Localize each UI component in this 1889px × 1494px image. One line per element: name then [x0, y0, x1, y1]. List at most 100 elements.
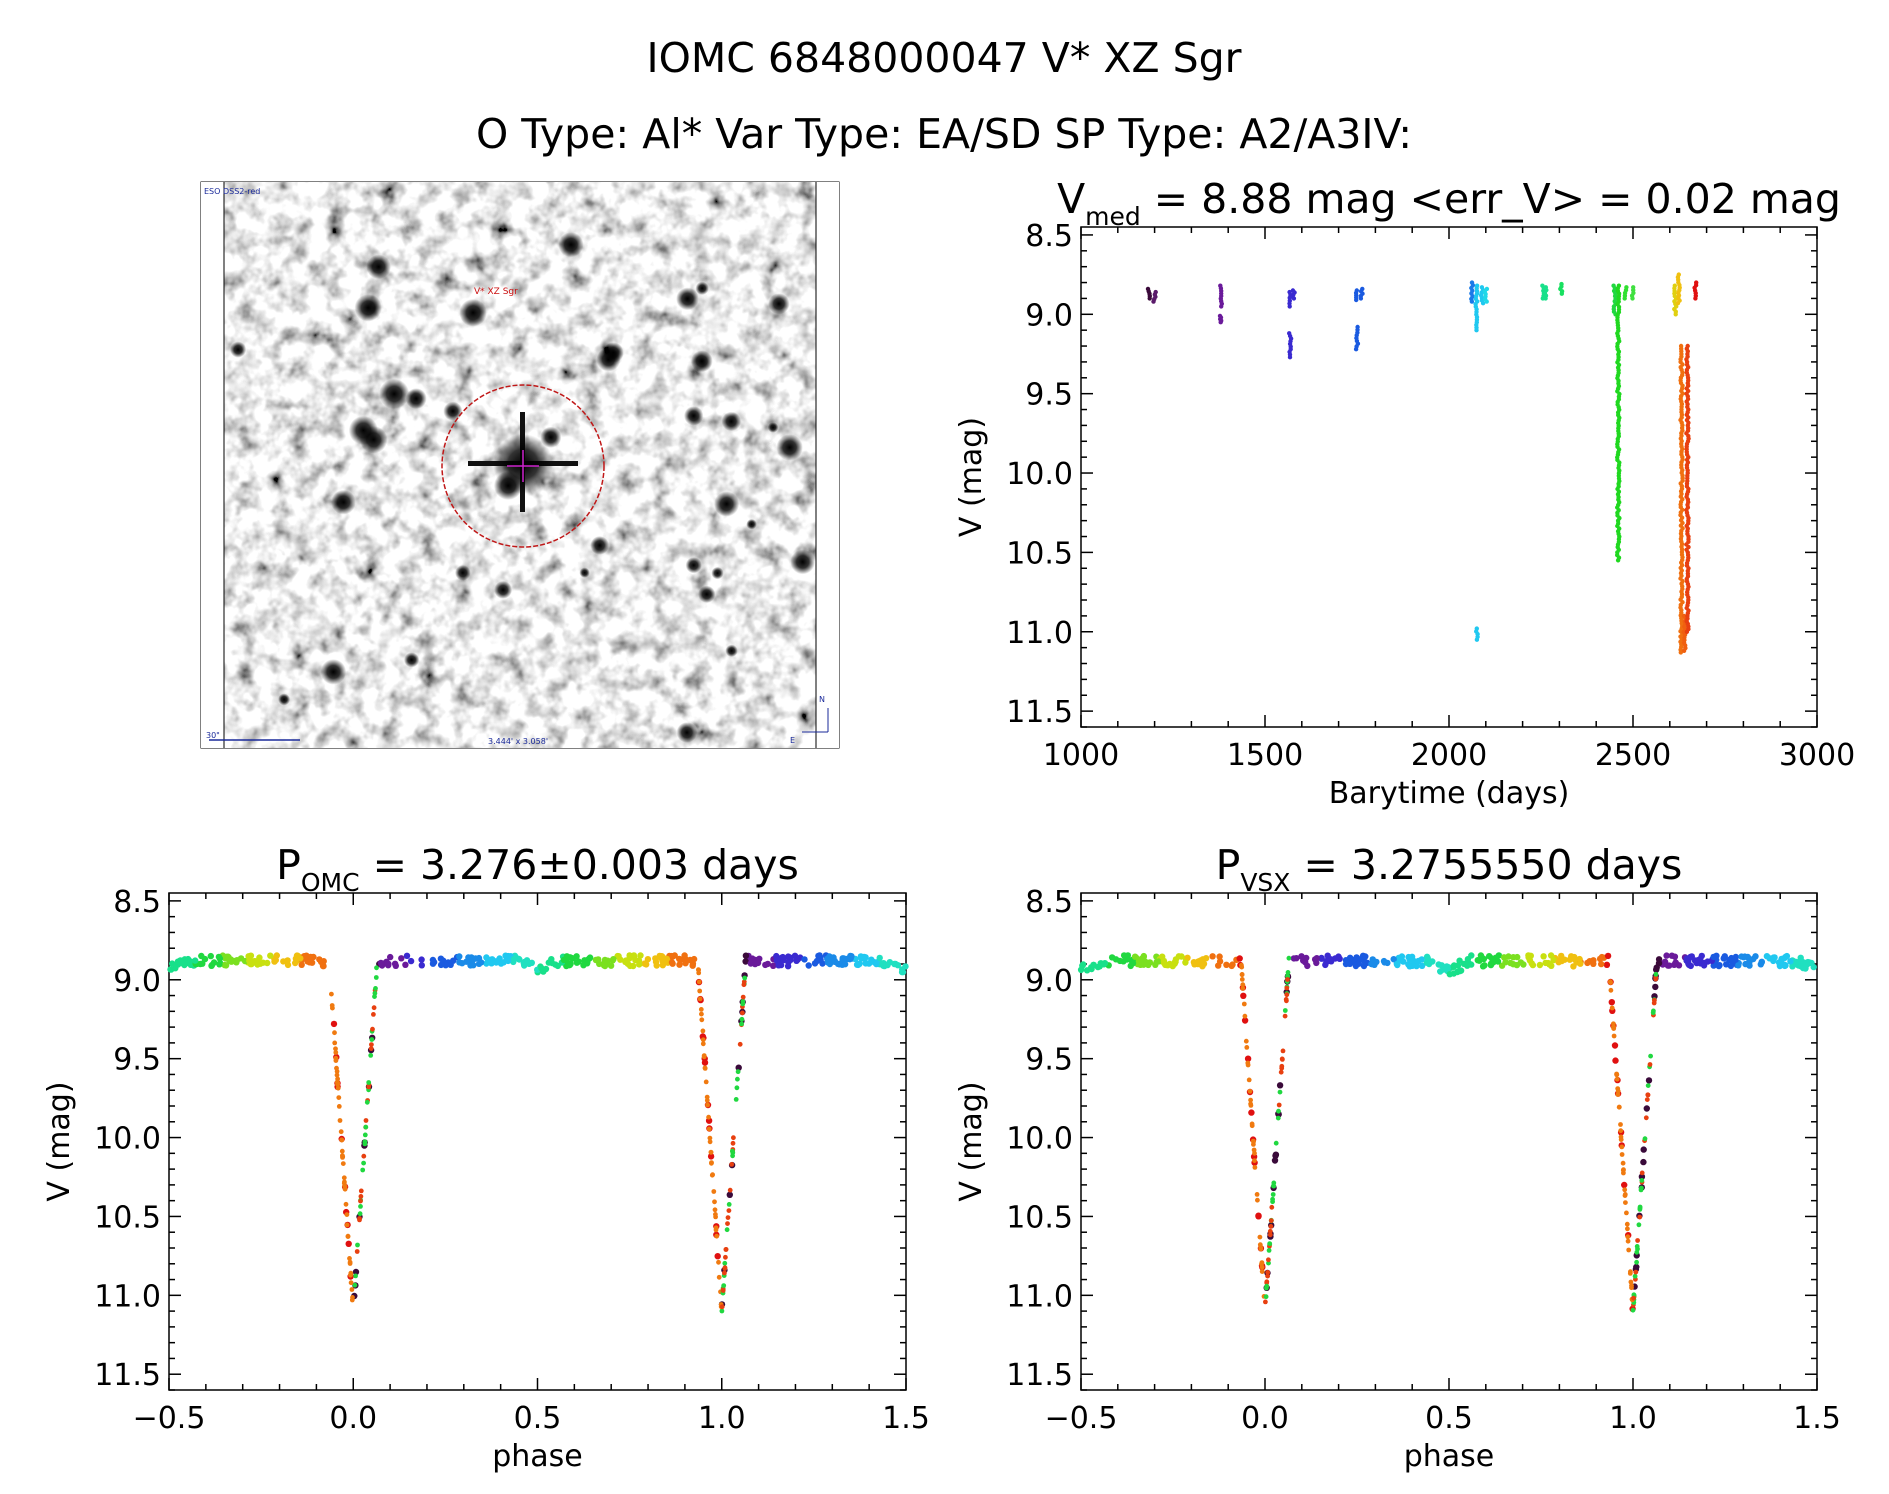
data-point	[352, 1268, 360, 1276]
data-point	[892, 960, 899, 968]
eclipse-point	[1639, 1178, 1645, 1183]
data-point	[1241, 1017, 1249, 1024]
field-star	[404, 652, 420, 668]
eclipse-point	[706, 1114, 711, 1120]
data-point	[862, 960, 869, 967]
eclipse-point	[333, 1050, 339, 1055]
eclipse-point	[1632, 1273, 1638, 1279]
eclipse-point	[329, 1003, 335, 1008]
data-point	[254, 961, 261, 968]
data-point	[801, 956, 808, 963]
data-point	[538, 965, 545, 972]
x-axis-label: phase	[492, 1439, 583, 1474]
data-point	[1571, 953, 1578, 961]
data-point	[398, 955, 405, 962]
eclipse-point	[741, 979, 747, 985]
y-tick-label: 9.0	[113, 964, 161, 999]
data-point	[1671, 953, 1679, 960]
data-point	[463, 958, 470, 965]
y-tick-label: 10.5	[1006, 1200, 1073, 1235]
data-point	[1468, 961, 1475, 968]
eclipse-point	[1284, 992, 1290, 998]
eclipse-point	[734, 1085, 740, 1091]
eclipse-point	[369, 1037, 375, 1042]
eclipse-point	[1609, 1005, 1615, 1011]
data-point	[580, 962, 587, 969]
data-point	[1603, 961, 1611, 968]
data-point	[198, 952, 205, 960]
eclipse-point	[725, 1221, 730, 1226]
data-point	[1675, 301, 1681, 306]
data-point	[402, 961, 409, 968]
data-point	[472, 955, 479, 962]
eclipse-point	[709, 1160, 714, 1165]
data-point	[1548, 962, 1555, 969]
eclipse-point	[1638, 1187, 1644, 1193]
eclipse-point	[1633, 1269, 1639, 1275]
data-point	[1423, 953, 1431, 960]
eclipse-point	[1268, 1224, 1274, 1229]
y-tick-label: 11.5	[1006, 695, 1073, 730]
eclipse-point	[349, 1287, 355, 1292]
field-star	[558, 232, 584, 258]
data-point	[1413, 962, 1420, 970]
dss-finding-chart: ESO DSS2-red V* XZ Sgr 30" 3.444' x 3.05…	[200, 181, 840, 749]
eclipse-point	[706, 1126, 712, 1132]
eclipse-point	[363, 1124, 369, 1130]
data-point	[560, 956, 568, 964]
data-point	[595, 956, 602, 963]
data-point	[1287, 304, 1292, 309]
data-point	[584, 956, 591, 963]
compass-north-label: N	[819, 695, 825, 704]
eclipse-point	[337, 1118, 343, 1123]
header-title: IOMC 6848000047 V* XZ Sgr	[647, 34, 1242, 82]
eclipse-point	[343, 1201, 349, 1207]
data-point	[1240, 992, 1247, 999]
field-star	[366, 254, 391, 280]
eclipse-point	[1270, 1192, 1276, 1197]
data-point	[1290, 955, 1298, 962]
eclipse-point	[711, 1189, 717, 1194]
field-star	[698, 585, 716, 603]
data-point	[1410, 957, 1417, 964]
data-point	[1727, 962, 1735, 970]
eclipse-point	[1615, 1088, 1621, 1094]
data-point	[1526, 957, 1534, 964]
data-point	[1390, 956, 1397, 963]
data-point	[1474, 637, 1480, 642]
data-point	[284, 957, 291, 964]
eclipse-point	[1267, 1228, 1273, 1234]
eclipse-point	[699, 1011, 704, 1017]
field-star	[359, 425, 388, 454]
field-star	[767, 422, 779, 433]
data-point	[320, 962, 327, 969]
eclipse-point	[340, 1161, 346, 1166]
eclipse-point	[1265, 1270, 1271, 1275]
data-point	[1147, 296, 1152, 301]
field-star	[690, 350, 713, 373]
data-point	[1672, 959, 1679, 966]
eclipse-point	[730, 1148, 735, 1154]
eclipse-point	[371, 1005, 377, 1011]
field-star	[230, 341, 247, 358]
data-point	[1287, 355, 1293, 360]
y-tick-label: 9.5	[1025, 378, 1073, 413]
data-point	[1394, 961, 1401, 969]
eclipse-point	[1251, 1147, 1257, 1153]
data-point	[1450, 962, 1458, 969]
eclipse-point	[342, 1184, 348, 1190]
y-tick-label: 11.0	[1006, 1279, 1073, 1314]
data-point	[1666, 962, 1673, 969]
data-point	[1123, 956, 1131, 963]
data-point	[450, 957, 457, 964]
eclipse-point	[1607, 979, 1613, 985]
data-point	[1612, 1057, 1619, 1064]
data-point	[726, 1191, 733, 1199]
eclipse-point	[1280, 1057, 1285, 1062]
data-point	[1380, 957, 1388, 965]
eclipse-point	[719, 1308, 725, 1314]
x-tick-label: 0.5	[1425, 1401, 1473, 1436]
data-point	[1090, 961, 1097, 969]
data-point	[216, 961, 223, 968]
data-point	[1083, 967, 1091, 974]
